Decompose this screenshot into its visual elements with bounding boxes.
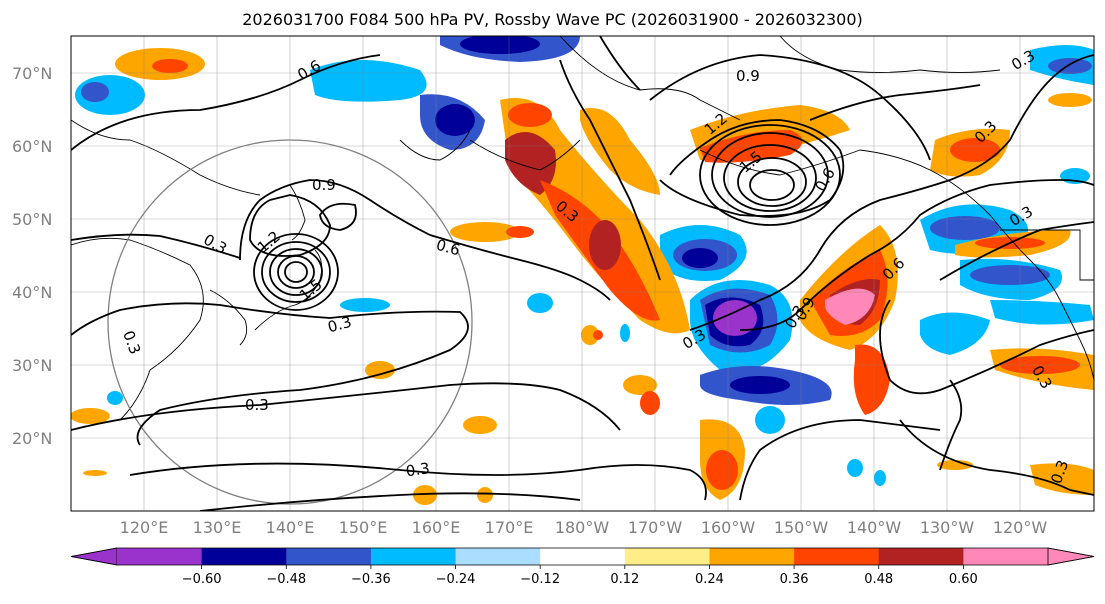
- contour-label: 0.6: [434, 236, 462, 260]
- lon-label: 130°E: [193, 518, 242, 537]
- colorbar-tick-label: 0.60: [949, 572, 978, 587]
- lat-label: 60°N: [12, 137, 52, 156]
- colorbar-swatch: [709, 548, 795, 565]
- map-title: 2026031700 F084 500 hPa PV, Rossby Wave …: [242, 10, 863, 29]
- longitude-labels: 120°E 130°E 140°E 150°E 160°E 170°E 180°…: [120, 518, 1048, 537]
- lat-label: 40°N: [12, 283, 52, 302]
- colorbar-swatch: [370, 548, 457, 565]
- colorbar-swatch: [963, 548, 1049, 565]
- colorbar-swatch: [455, 548, 541, 565]
- colorbar-swatch: [794, 548, 880, 565]
- colorbar-outline: [70, 547, 1095, 566]
- colorbar-tick-label: −0.60: [182, 572, 222, 587]
- radius-circle: [107, 139, 473, 505]
- lon-label: 170°W: [628, 518, 683, 537]
- colorbar-tick-label: −0.48: [266, 572, 306, 587]
- graticule: [71, 36, 1094, 511]
- colorbar-swatch: [117, 548, 203, 565]
- contour-label: 0.3: [326, 313, 354, 337]
- contour-label: 0.3: [245, 396, 269, 414]
- colorbar-tick-label: −0.24: [436, 572, 476, 587]
- colorbar-tick-label: −0.36: [351, 572, 391, 587]
- colorbar-swatch: [624, 548, 710, 565]
- lon-label: 160°E: [412, 518, 461, 537]
- colorbar-swatch: [540, 548, 626, 565]
- latitude-labels: 70°N 60°N 50°N 40°N 30°N 20°N: [12, 64, 52, 448]
- lon-label: 180°W: [555, 518, 610, 537]
- contour-label: 0.9: [312, 176, 336, 194]
- lon-label: 140°E: [266, 518, 315, 537]
- map-frame: [70, 35, 1095, 512]
- pv-negative-fill: [75, 36, 1094, 486]
- colorbar-tick-label: 0.36: [780, 572, 809, 587]
- colorbar-swatch: [286, 548, 372, 565]
- lat-label: 50°N: [12, 210, 52, 229]
- contour-label: 0.9: [736, 67, 760, 85]
- lat-label: 70°N: [12, 64, 52, 83]
- lon-label: 130°W: [920, 518, 975, 537]
- colorbar: −0.60 −0.48 −0.36 −0.24 −0.12 0.12 0.24 0.36 0.4…: [70, 547, 1095, 587]
- lon-label: 120°W: [993, 518, 1048, 537]
- contour-label: 0.3: [405, 459, 431, 480]
- lon-label: 150°W: [774, 518, 829, 537]
- coastlines: [71, 36, 1094, 421]
- lon-label: 150°E: [339, 518, 388, 537]
- lon-label: 140°W: [847, 518, 902, 537]
- lon-label: 120°E: [120, 518, 169, 537]
- colorbar-tick-label: −0.12: [520, 572, 560, 587]
- colorbar-swatch: [201, 548, 287, 565]
- lon-label: 170°E: [485, 518, 534, 537]
- lon-label: 160°W: [701, 518, 756, 537]
- colorbar-tick-label: 0.24: [695, 572, 724, 587]
- colorbar-swatch: [878, 548, 964, 565]
- colorbar-extend-low: [70, 547, 118, 566]
- lat-label: 30°N: [12, 356, 52, 375]
- colorbar-extend-high: [1047, 547, 1095, 566]
- pv-contours: [71, 36, 1094, 511]
- colorbar-tick-label: 0.12: [610, 572, 639, 587]
- lat-label: 20°N: [12, 429, 52, 448]
- colorbar-tick-label: 0.48: [864, 572, 893, 587]
